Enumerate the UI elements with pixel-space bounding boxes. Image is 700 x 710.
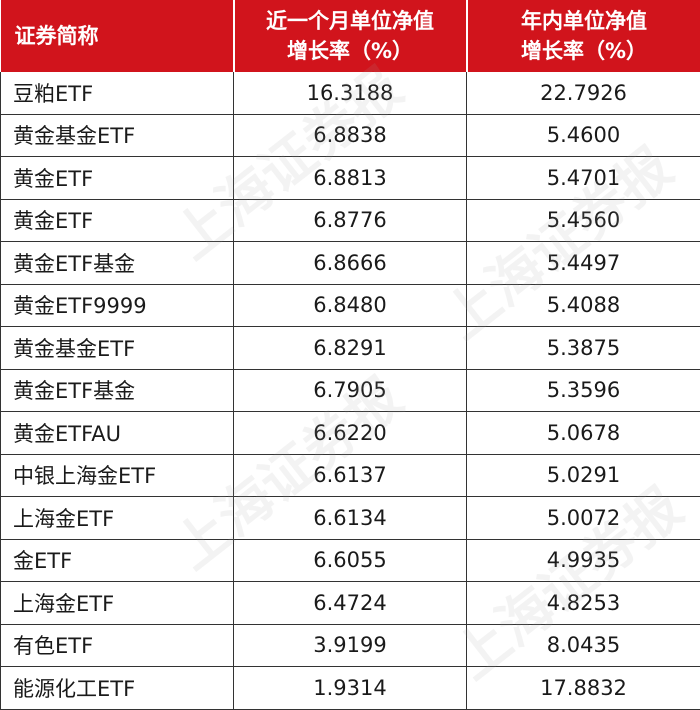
ytd-growth-cell: 5.4600 bbox=[467, 114, 700, 157]
security-name-cell: 黄金ETF基金 bbox=[1, 369, 234, 412]
header-month-growth-line1: 近一个月单位净值 bbox=[266, 9, 434, 33]
ytd-growth-cell: 4.9935 bbox=[467, 539, 700, 582]
header-security-name: 证券简称 bbox=[1, 0, 234, 72]
header-ytd-growth-line1: 年内单位净值 bbox=[521, 9, 647, 33]
header-ytd-growth-line2: 增长率（%） bbox=[521, 39, 647, 63]
month-growth-cell: 6.6055 bbox=[234, 539, 467, 582]
ytd-growth-cell: 5.3875 bbox=[467, 327, 700, 370]
header-month-growth-line2: 增长率（%） bbox=[287, 39, 413, 63]
header-ytd-growth: 年内单位净值 增长率（%） bbox=[467, 0, 700, 72]
security-name-cell: 黄金基金ETF bbox=[1, 327, 234, 370]
security-name-cell: 黄金ETF bbox=[1, 157, 234, 200]
security-name-cell: 黄金基金ETF bbox=[1, 114, 234, 157]
month-growth-cell: 1.9314 bbox=[234, 667, 467, 710]
month-growth-cell: 6.8291 bbox=[234, 327, 467, 370]
security-name-cell: 黄金ETFAU bbox=[1, 412, 234, 455]
month-growth-cell: 6.4724 bbox=[234, 582, 467, 625]
security-name-cell: 黄金ETF基金 bbox=[1, 242, 234, 285]
security-name-cell: 黄金ETF9999 bbox=[1, 284, 234, 327]
security-name-cell: 中银上海金ETF bbox=[1, 454, 234, 497]
month-growth-cell: 6.8666 bbox=[234, 242, 467, 285]
ytd-growth-cell: 5.0291 bbox=[467, 454, 700, 497]
header-security-name-text: 证券简称 bbox=[15, 24, 99, 48]
ytd-growth-cell: 4.8253 bbox=[467, 582, 700, 625]
ytd-growth-cell: 5.3596 bbox=[467, 369, 700, 412]
ytd-growth-cell: 5.4088 bbox=[467, 284, 700, 327]
month-growth-cell: 16.3188 bbox=[234, 72, 467, 114]
ytd-growth-cell: 8.0435 bbox=[467, 624, 700, 667]
month-growth-cell: 6.8776 bbox=[234, 199, 467, 242]
security-name-cell: 上海金ETF bbox=[1, 497, 234, 540]
header-row: 证券简称 近一个月单位净值 增长率（%） 年内单位净值 增长率（%） bbox=[1, 0, 700, 72]
header-month-growth: 近一个月单位净值 增长率（%） bbox=[234, 0, 467, 72]
month-growth-cell: 6.8838 bbox=[234, 114, 467, 157]
ytd-growth-cell: 5.0072 bbox=[467, 497, 700, 540]
ytd-growth-cell: 22.7926 bbox=[467, 72, 700, 114]
ytd-growth-cell: 5.0678 bbox=[467, 412, 700, 455]
month-growth-cell: 6.6137 bbox=[234, 454, 467, 497]
ytd-growth-cell: 5.4497 bbox=[467, 242, 700, 285]
security-name-cell: 黄金ETF bbox=[1, 199, 234, 242]
month-growth-cell: 6.6134 bbox=[234, 497, 467, 540]
month-growth-cell: 3.9199 bbox=[234, 624, 467, 667]
month-growth-cell: 6.7905 bbox=[234, 369, 467, 412]
security-name-cell: 金ETF bbox=[1, 539, 234, 582]
ytd-growth-cell: 5.4701 bbox=[467, 157, 700, 200]
security-name-cell: 有色ETF bbox=[1, 624, 234, 667]
ytd-growth-cell: 5.4560 bbox=[467, 199, 700, 242]
ytd-growth-cell: 17.8832 bbox=[467, 667, 700, 710]
security-name-cell: 上海金ETF bbox=[1, 582, 234, 625]
table-header: 证券简称 近一个月单位净值 增长率（%） 年内单位净值 增长率（%） bbox=[1, 0, 700, 72]
month-growth-cell: 6.8813 bbox=[234, 157, 467, 200]
security-name-cell: 豆粕ETF bbox=[1, 72, 234, 114]
month-growth-cell: 6.8480 bbox=[234, 284, 467, 327]
month-growth-cell: 6.6220 bbox=[234, 412, 467, 455]
security-name-cell: 能源化工ETF bbox=[1, 667, 234, 710]
